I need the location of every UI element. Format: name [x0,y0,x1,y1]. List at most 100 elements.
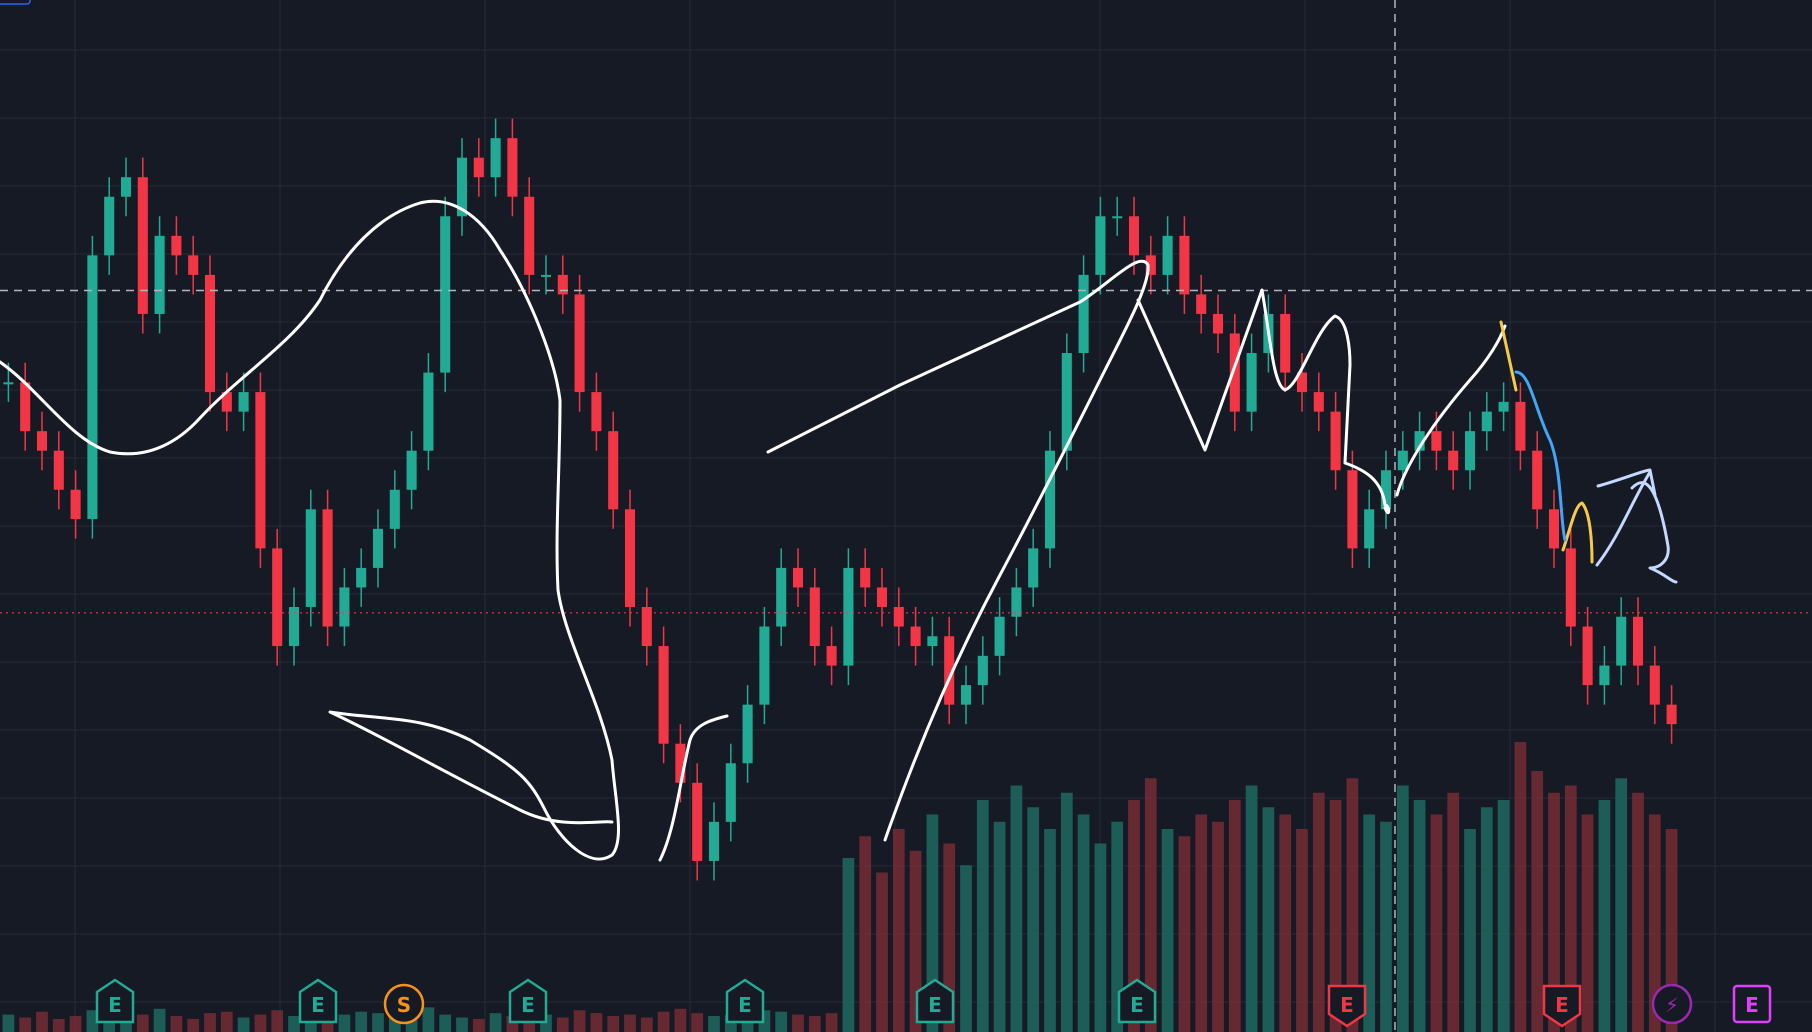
candle-body[interactable] [339,587,350,627]
candle-body[interactable] [1649,665,1660,705]
candle-body[interactable] [104,196,115,256]
candle-body[interactable] [1313,392,1324,412]
candle-body[interactable] [36,431,48,451]
candle-body[interactable] [1145,255,1156,275]
event-marker-badge[interactable] [1651,983,1693,1025]
event-marker[interactable]: E [1542,984,1582,1028]
candle-body[interactable] [1246,353,1257,412]
event-marker-badge[interactable] [1117,978,1157,1024]
event-marker[interactable]: E [298,978,338,1024]
drawing-curve-left[interactable] [0,199,620,861]
candle-body[interactable] [1044,450,1056,549]
candle-body[interactable] [910,626,921,647]
candle-body[interactable] [742,704,753,764]
candle-body[interactable] [3,382,14,385]
candle-body[interactable] [171,235,182,256]
event-marker[interactable]: E [1117,978,1157,1024]
candle-body[interactable] [843,567,854,666]
candle-body[interactable] [1565,548,1576,627]
candle-body[interactable] [1632,616,1644,666]
event-marker-badge[interactable] [508,978,548,1024]
candle-body[interactable] [87,255,98,520]
candle-body[interactable] [70,489,81,520]
candle-body[interactable] [927,636,938,647]
event-marker-badge[interactable] [298,978,338,1024]
candle-body[interactable] [792,567,804,588]
candle-body[interactable] [524,196,535,275]
candle-body[interactable] [1347,470,1358,549]
candle-body[interactable] [1061,353,1072,451]
candle-body[interactable] [1078,274,1089,354]
candle-body[interactable] [574,294,585,393]
candle-body[interactable] [809,587,820,647]
drawing-blue-stroke[interactable] [1514,370,1567,542]
event-marker[interactable]: E [95,978,135,1024]
candle-body[interactable] [20,382,31,432]
candle-body[interactable] [1296,372,1308,393]
candle-body[interactable] [591,392,602,432]
candle-body[interactable] [1028,548,1039,588]
candle-body[interactable] [272,548,283,647]
event-marker[interactable]: E [1327,984,1367,1028]
candle-body[interactable] [977,655,988,686]
candle-body[interactable] [608,431,619,510]
candle-body[interactable] [624,509,636,607]
candle-body[interactable] [759,626,770,705]
event-marker-badge[interactable] [1327,984,1367,1028]
candle-body[interactable] [540,274,552,277]
candle-body[interactable] [1128,216,1140,256]
candle-body[interactable] [708,821,720,861]
event-marker[interactable]: E [725,978,765,1024]
candle-body[interactable] [406,450,417,490]
candle-body[interactable] [641,606,652,647]
candle-body[interactable] [1280,313,1291,373]
candle-body[interactable] [1397,450,1408,471]
candle-body[interactable] [876,587,888,607]
candle-body[interactable] [1229,333,1240,412]
event-marker-badge[interactable] [95,978,135,1024]
candle-body[interactable] [1616,616,1627,666]
candle-body[interactable] [1599,665,1610,686]
candle-body[interactable] [658,646,669,744]
candle-body[interactable] [725,763,736,822]
candle-body[interactable] [826,646,837,666]
candle-body[interactable] [893,606,904,627]
candle-body[interactable] [372,528,384,568]
candle-body[interactable] [456,157,468,217]
candle-body[interactable] [944,636,955,705]
drawing-zigzag-right[interactable] [1136,288,1507,515]
drawing-yellow-stroke[interactable] [1499,320,1594,564]
event-marker[interactable]: E [508,978,548,1024]
corner-widget[interactable] [0,0,31,5]
event-marker-badge[interactable] [1542,984,1582,1028]
candle-body[interactable] [188,255,199,275]
candle-body[interactable] [557,274,568,295]
candle-body[interactable] [120,177,132,197]
candle-body[interactable] [204,274,216,393]
candle-body[interactable] [1532,450,1543,510]
candle-body[interactable] [1380,470,1392,510]
candle-body[interactable] [255,392,266,549]
candle-body[interactable] [1448,450,1459,471]
candle-body[interactable] [288,606,300,647]
candle-body[interactable] [675,743,686,783]
candle-body[interactable] [1582,626,1593,686]
drawing-left-knee[interactable] [658,714,729,862]
candle-body[interactable] [1011,587,1022,617]
candle-body[interactable] [1498,401,1509,412]
candle-body[interactable] [440,216,451,373]
drawing-lightblue-stroke[interactable] [1595,468,1678,584]
candle-body[interactable] [776,567,787,627]
candle-body[interactable] [1515,401,1526,451]
candle-body[interactable] [490,138,501,178]
candle-body[interactable] [960,685,972,705]
candle-body[interactable] [1431,431,1442,451]
candle-body[interactable] [154,235,165,314]
candle-body[interactable] [53,450,64,490]
candle-body[interactable] [1548,509,1560,549]
candle-body[interactable] [1330,411,1341,471]
candle-body[interactable] [507,138,518,197]
candle-body[interactable] [137,177,148,314]
event-marker[interactable]: ⚡ [1651,983,1693,1025]
